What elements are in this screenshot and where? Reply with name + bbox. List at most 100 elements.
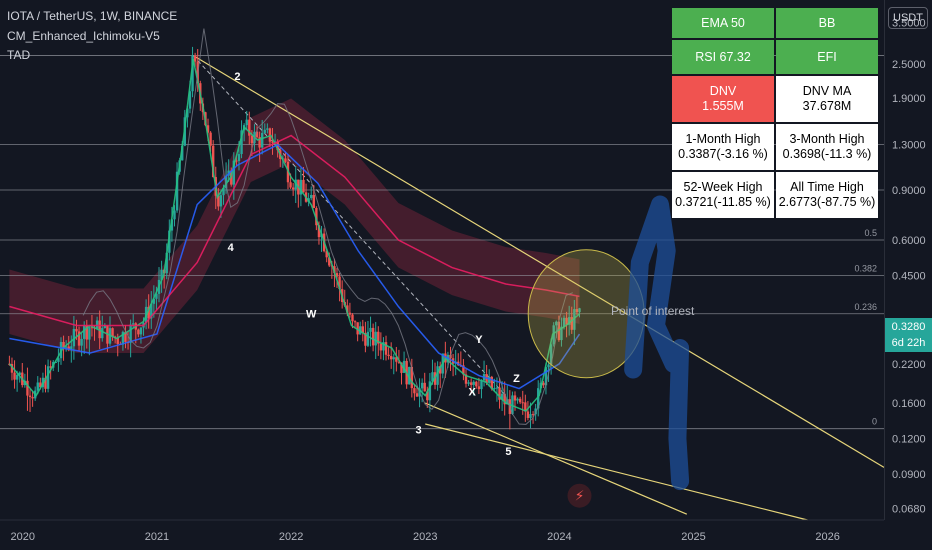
candle-body: [328, 257, 331, 266]
y-tick-label: 0.1600: [892, 398, 926, 410]
candle-body: [438, 366, 442, 374]
candle-body: [18, 372, 21, 375]
candle-body: [240, 130, 243, 155]
candle-body: [224, 175, 228, 188]
ichimoku-cloud: [9, 98, 580, 354]
trendline: [192, 55, 885, 468]
3m-high-value: 0.3698(-11.3 %): [782, 147, 872, 161]
candle-body: [317, 225, 321, 238]
time-axis[interactable]: 2020 2021 2022 2023 2024 2025 2026: [0, 519, 884, 543]
candle-body: [54, 361, 58, 363]
candle-body: [258, 137, 261, 148]
candle-body: [31, 396, 34, 399]
dnv-ma-label: DNV MA: [802, 84, 852, 98]
candle-body: [400, 362, 403, 373]
candle-body: [152, 298, 156, 304]
candle-body: [95, 320, 99, 329]
candle-body: [85, 325, 88, 340]
candle-body: [72, 328, 76, 347]
3m-high-label: 3-Month High: [789, 132, 865, 146]
y-tick-label: 0.2200: [892, 359, 926, 371]
candle-body: [98, 320, 101, 339]
indicator-lines: [8, 28, 581, 425]
52w-high-value: 0.3721(-11.85 %): [675, 195, 771, 209]
currency-button[interactable]: USDT: [888, 7, 928, 29]
candle-body: [101, 328, 104, 339]
x-tick-label: 2022: [279, 531, 303, 543]
candle-body: [480, 380, 483, 390]
candle-body: [462, 365, 465, 375]
candle-body: [173, 210, 176, 220]
dnv-ma-value: 37.678M: [802, 99, 852, 113]
tad-line: [82, 28, 573, 425]
candle-body: [408, 366, 411, 385]
candle-body: [160, 269, 163, 280]
dnv-value: 1.555M: [702, 99, 744, 113]
dnv-label: DNV: [709, 84, 737, 98]
lightning-icon: [567, 483, 592, 508]
candle-body: [232, 160, 236, 185]
candle-body: [384, 342, 388, 355]
candle-body: [70, 346, 73, 350]
y-tick-label: 0.6000: [892, 235, 926, 247]
candle-body: [366, 331, 370, 346]
candle-body: [90, 327, 94, 329]
stats-cell-efi: EFI: [776, 40, 878, 74]
symbol-title[interactable]: IOTA / TetherUS, 1W, BINANCE: [7, 9, 178, 23]
candle-body: [531, 414, 535, 416]
candle-body: [511, 395, 514, 415]
candle-body: [88, 327, 91, 340]
candle-body: [382, 342, 385, 351]
candle-body: [374, 331, 377, 346]
candle-body: [423, 382, 426, 392]
candle-body: [555, 321, 558, 326]
candle-body: [420, 382, 424, 389]
candle-body: [469, 382, 473, 385]
candle-body: [67, 346, 70, 350]
candle-body: [315, 208, 318, 226]
candle-body: [490, 376, 493, 389]
candle-body: [518, 398, 522, 403]
y-tick-label: 1.3000: [892, 140, 926, 152]
candle-body: [312, 194, 315, 209]
wave-label: Y: [475, 334, 483, 346]
lightning-glyph: ⚡: [575, 489, 585, 505]
candle-body: [356, 322, 359, 335]
candle-body: [28, 395, 32, 397]
1m-high-label: 1-Month High: [685, 132, 761, 146]
wave-label: 3: [415, 425, 421, 437]
candle-body: [578, 308, 581, 313]
candle-body: [211, 145, 215, 178]
price-axis[interactable]: 3.5000 2.5000 1.9000 1.3000 0.9000 0.6000 0.45…: [892, 17, 926, 515]
candle-body: [413, 388, 416, 394]
candle-body: [248, 119, 251, 136]
candle-body: [188, 91, 192, 109]
candle-body: [544, 367, 548, 386]
indicator-legend-tad[interactable]: TAD: [7, 48, 31, 62]
candle-body: [193, 55, 197, 62]
y-tick-label: 1.9000: [892, 93, 926, 105]
y-tick-label: 2.5000: [892, 59, 926, 71]
indicator-legend-ichimoku[interactable]: CM_Enhanced_Ichimoku-V5: [7, 29, 160, 43]
candle-body: [10, 363, 14, 373]
candle-body: [562, 317, 566, 327]
candle-body: [116, 338, 119, 345]
candle-body: [209, 132, 212, 146]
annotation-point-of-interest: Point of interest: [611, 304, 695, 318]
y-tick-label: 3.5000: [892, 17, 926, 29]
candle-body: [191, 55, 194, 92]
candle-body: [351, 314, 354, 322]
candle-body: [521, 402, 524, 404]
fib-label: 0.382: [854, 264, 877, 274]
stats-cell-ema: EMA 50: [672, 8, 774, 38]
1m-high-value: 0.3387(-3.16 %): [678, 147, 768, 161]
candle-body: [49, 366, 52, 368]
candle-body: [46, 366, 50, 389]
stats-cell-dnv: DNV 1.555M: [672, 76, 774, 122]
candle-body: [57, 358, 60, 362]
candle-body: [477, 386, 481, 390]
candle-body: [230, 170, 233, 185]
candle-body: [250, 135, 254, 144]
candle-body: [529, 414, 532, 418]
